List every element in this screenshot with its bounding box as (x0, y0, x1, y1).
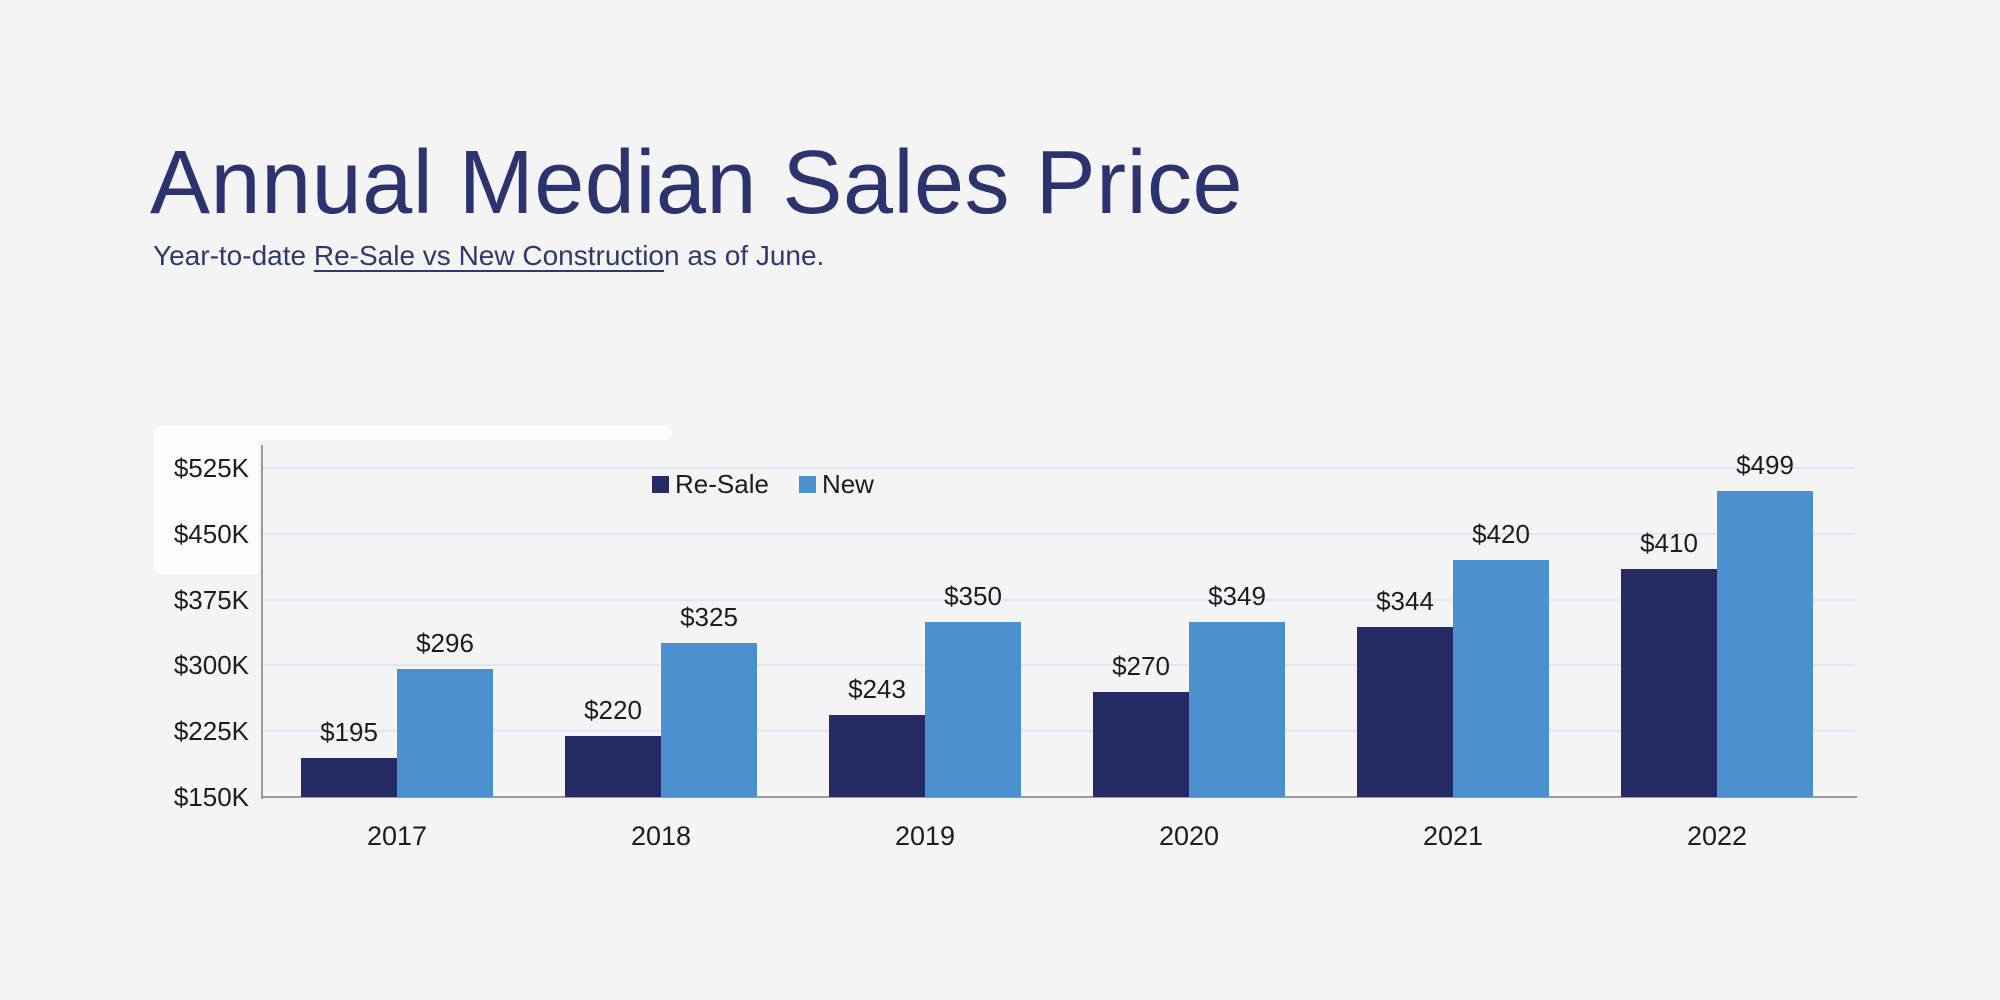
bar-new-2019 (925, 621, 1021, 797)
x-tick-label: 2022 (1686, 821, 1748, 851)
bar-value-label: $296 (416, 627, 474, 658)
bar-resale-2020 (1093, 691, 1189, 797)
x-tick-label: 2017 (366, 821, 428, 851)
bar-resale-2018 (565, 735, 661, 797)
x-tick-label: 2020 (1158, 821, 1220, 851)
legend-label: Re-Sale (675, 469, 769, 499)
white-card-artifact-top (258, 426, 672, 440)
bar-value-label: $220 (584, 694, 642, 725)
legend-item-new[interactable]: New (798, 469, 874, 499)
chart-subtitle: Year-to-date Re-Sale vs New Construction… (153, 239, 824, 273)
chart-title: Annual Median Sales Price (150, 133, 1244, 233)
y-tick-label: $150K (173, 782, 249, 812)
x-axis-line (261, 796, 1857, 798)
bar-value-label: $420 (1472, 519, 1530, 550)
y-tick-label: $375K (173, 584, 249, 615)
bar-value-label: $499 (1736, 449, 1794, 480)
bar-new-2020 (1189, 622, 1285, 797)
bar-value-label: $195 (320, 716, 378, 747)
y-tick-label: $225K (173, 716, 249, 747)
x-tick-label: 2018 (630, 821, 692, 851)
bar-value-label: $243 (848, 674, 906, 705)
white-card-artifact-left (154, 426, 258, 574)
bar-resale-2022 (1621, 568, 1717, 797)
grid-line (263, 467, 1855, 469)
subtitle-suffix: n as of June. (663, 240, 825, 271)
bar-value-label: $410 (1640, 527, 1698, 558)
bar-new-2021 (1453, 560, 1549, 797)
bar-new-2022 (1717, 490, 1813, 797)
chart-legend: Re-Sale New (652, 471, 874, 497)
y-axis-line (261, 445, 263, 799)
y-tick-label: $525K (173, 453, 249, 483)
legend-label: New (821, 469, 874, 499)
subtitle-prefix: Year-to-date (153, 240, 314, 271)
bar-resale-2019 (829, 715, 925, 797)
bar-new-2018 (661, 643, 757, 797)
x-tick-label: 2021 (1422, 821, 1484, 851)
grid-line (263, 730, 1855, 733)
bar-value-label: $325 (680, 602, 738, 633)
bar-value-label: $270 (1112, 650, 1170, 681)
grid-line (263, 598, 1855, 601)
bar-value-label: $350 (944, 580, 1002, 611)
bar-new-2017 (397, 668, 493, 797)
legend-swatch-icon (652, 475, 669, 493)
grid-line (263, 664, 1855, 667)
legend-item-resale[interactable]: Re-Sale (652, 471, 769, 497)
y-tick-label: $450K (173, 518, 249, 549)
y-tick-label: $300K (173, 650, 249, 681)
subtitle-link[interactable]: Re-Sale vs New Constructio (313, 240, 664, 271)
bar-resale-2017 (301, 757, 397, 797)
grid-line (263, 532, 1855, 535)
legend-swatch-icon (798, 475, 816, 493)
bar-value-label: $349 (1208, 581, 1266, 612)
bar-resale-2021 (1357, 626, 1453, 797)
bar-value-label: $344 (1376, 585, 1434, 616)
x-tick-label: 2019 (894, 821, 956, 851)
